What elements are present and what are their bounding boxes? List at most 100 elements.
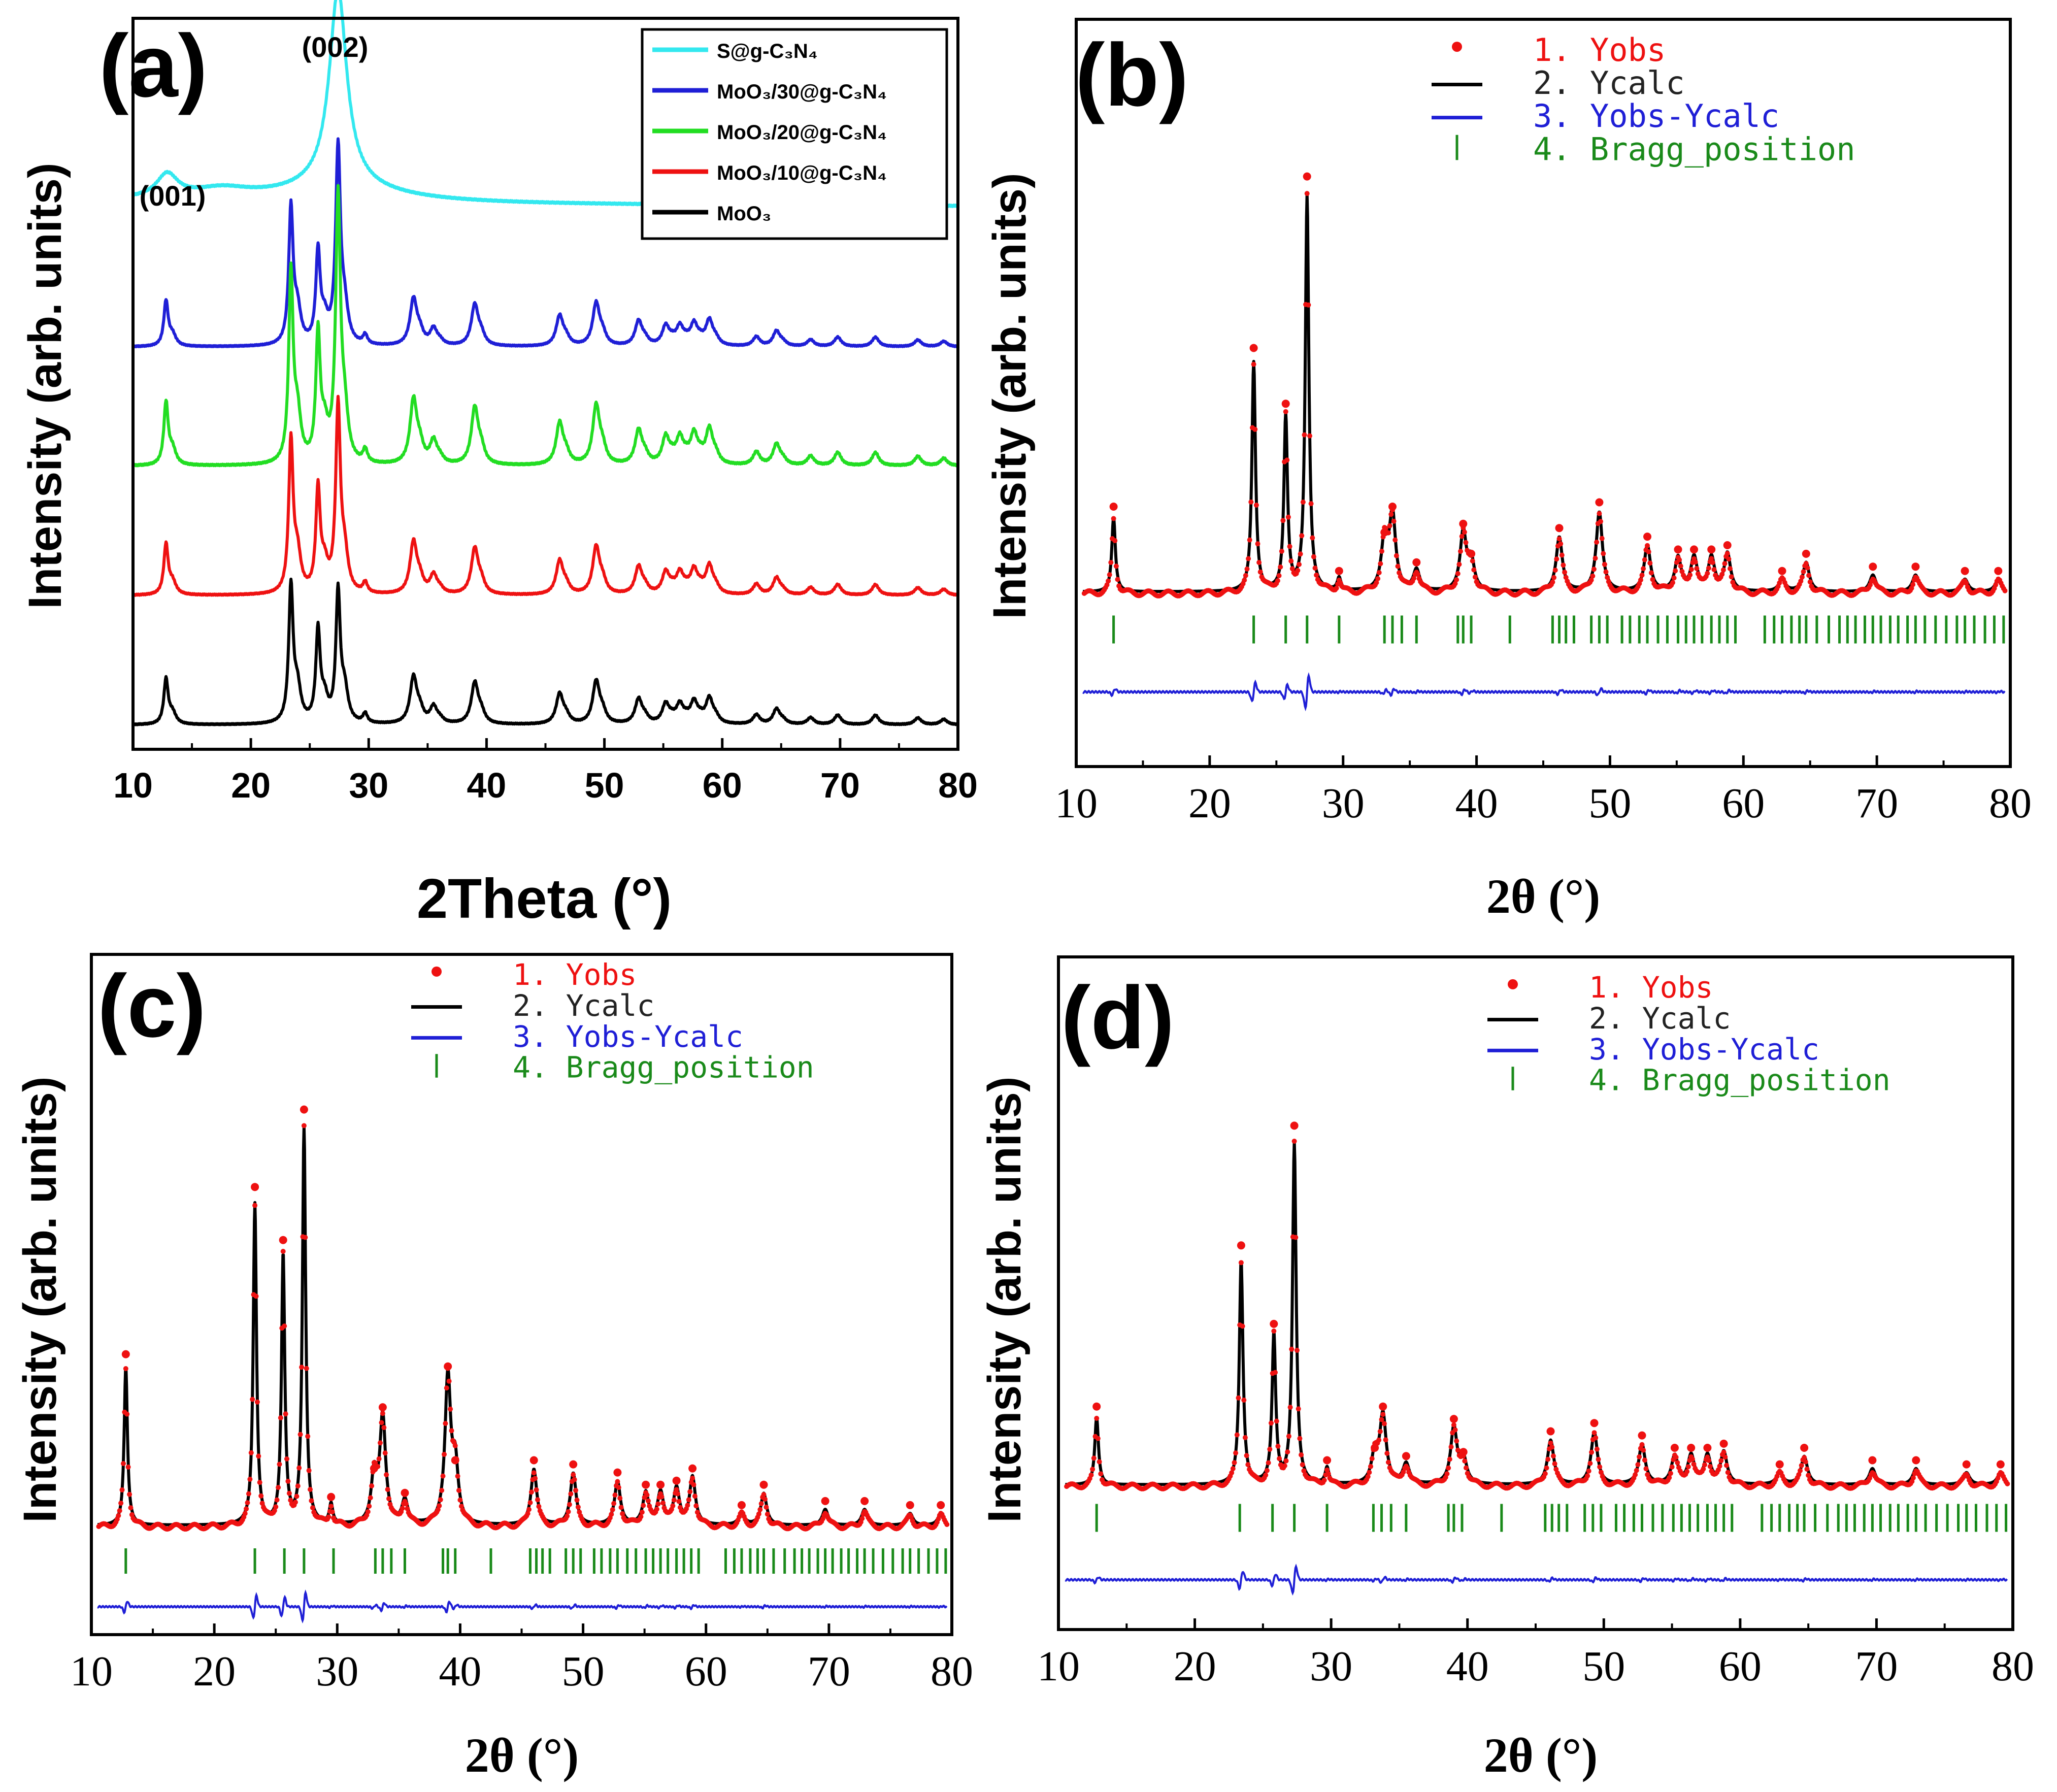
yobs-point	[257, 1480, 262, 1485]
yobs-point	[1718, 1458, 1724, 1464]
yobs-point	[1689, 1456, 1695, 1462]
yobs-peak-point	[569, 1460, 578, 1469]
panel-b-tick-label-80: 80	[1989, 780, 2032, 827]
yobs-point	[1375, 576, 1381, 581]
yobs-point	[384, 1472, 389, 1477]
yobs-peak-point	[1335, 567, 1343, 575]
yobs-point	[1462, 1458, 1468, 1464]
yobs-point	[526, 1507, 532, 1512]
yobs-point	[1387, 523, 1392, 528]
difference-line	[1082, 672, 2006, 712]
yobs-point	[1284, 457, 1290, 463]
yobs-point	[1587, 1461, 1593, 1466]
yobs-point	[1267, 1446, 1273, 1452]
yobs-point	[527, 1500, 533, 1505]
panel-d-tick-label-10: 10	[1037, 1643, 1080, 1690]
yobs-point	[1257, 569, 1263, 575]
yobs-point	[123, 1366, 128, 1371]
yobs-peak-point	[1303, 172, 1311, 181]
yobs-point	[1722, 561, 1728, 567]
yobs-point	[1647, 560, 1653, 566]
yobs-point	[1601, 551, 1606, 556]
yobs-point	[1238, 1260, 1244, 1266]
yobs-point	[452, 1443, 458, 1448]
yobs-point	[567, 1502, 572, 1507]
yobs-point	[1677, 557, 1682, 562]
yobs-point	[276, 1485, 281, 1490]
yobs-point	[1648, 570, 1654, 576]
yobs-point	[437, 1503, 442, 1509]
yobs-point	[1641, 566, 1646, 572]
yobs-point	[686, 1497, 691, 1503]
legend-label-3: MoO₃/10@g-C₃N₄	[717, 162, 887, 184]
yobs-point	[1242, 577, 1247, 583]
yobs-point	[1707, 1464, 1713, 1469]
yobs-point	[1805, 565, 1810, 571]
yobs-point	[1671, 575, 1677, 581]
yobs-point	[295, 1483, 301, 1489]
yobs-point	[1593, 1435, 1599, 1441]
yobs-point	[1675, 1460, 1680, 1466]
yobs-point	[1542, 1471, 1548, 1476]
yobs-point	[119, 1487, 125, 1492]
yobs-peak-point	[1911, 562, 1920, 571]
panel-a-tick-label-20: 20	[231, 766, 271, 805]
yobs-point	[250, 1397, 255, 1402]
legend-label-0: 1. Yobs	[1533, 31, 1666, 69]
yobs-point	[1446, 1465, 1451, 1471]
yobs-point	[1637, 1454, 1642, 1459]
yobs-peak-point	[1449, 1415, 1458, 1423]
yobs-point	[1383, 1437, 1388, 1443]
yobs-point	[379, 1420, 384, 1425]
yobs-peak-point	[1802, 549, 1810, 558]
yobs-point	[306, 1468, 312, 1473]
yobs-point	[617, 1496, 623, 1501]
yobs-point	[676, 1499, 682, 1504]
yobs-point	[1275, 578, 1280, 583]
yobs-peak-point	[121, 1350, 130, 1358]
yobs-point	[534, 1487, 539, 1492]
yobs-point	[1586, 1468, 1591, 1474]
yobs-point	[365, 1509, 371, 1514]
yobs-peak-point	[279, 1236, 287, 1244]
yobs-point	[1285, 1449, 1290, 1455]
yobs-peak-point	[1281, 400, 1290, 408]
yobs-point	[455, 1473, 460, 1479]
series-line-2	[131, 184, 959, 468]
yobs-point	[691, 1482, 696, 1487]
yobs-point	[1297, 561, 1302, 567]
yobs-point	[654, 1506, 659, 1512]
yobs-point	[1287, 544, 1292, 549]
yobs-peak-point	[327, 1492, 336, 1501]
yobs-point	[258, 1493, 264, 1499]
yobs-point	[1463, 540, 1469, 545]
panel-c-plot	[96, 1105, 950, 1623]
yobs-peak-point	[378, 1403, 387, 1412]
yobs-peak-point	[1249, 344, 1258, 352]
yobs-point	[1244, 1453, 1249, 1458]
yobs-point	[1395, 563, 1401, 569]
legend-label-4: MoO₃	[717, 203, 771, 225]
yobs-point	[1277, 1456, 1282, 1462]
yobs-peak-point	[251, 1183, 259, 1191]
yobs-point	[574, 1497, 580, 1503]
yobs-point	[1799, 574, 1805, 580]
yobs-point	[1687, 572, 1693, 578]
yobs-peak-point	[1546, 1427, 1555, 1436]
panel-b-tick-label-20: 20	[1188, 780, 1231, 827]
yobs-peak-point	[1775, 1460, 1784, 1469]
yobs-point	[1558, 541, 1564, 547]
panel-b-tick-label-60: 60	[1722, 780, 1765, 827]
yobs-point	[1807, 579, 1813, 585]
yobs-point	[1274, 1418, 1279, 1424]
yobs-point	[1242, 1435, 1248, 1440]
yobs-point	[1307, 433, 1312, 439]
yobs-point	[577, 1509, 582, 1515]
yobs-point	[1702, 1462, 1707, 1468]
yobs-point	[1269, 1420, 1274, 1426]
yobs-point	[1588, 577, 1594, 583]
panel-c-tick-label-20: 20	[193, 1648, 236, 1695]
